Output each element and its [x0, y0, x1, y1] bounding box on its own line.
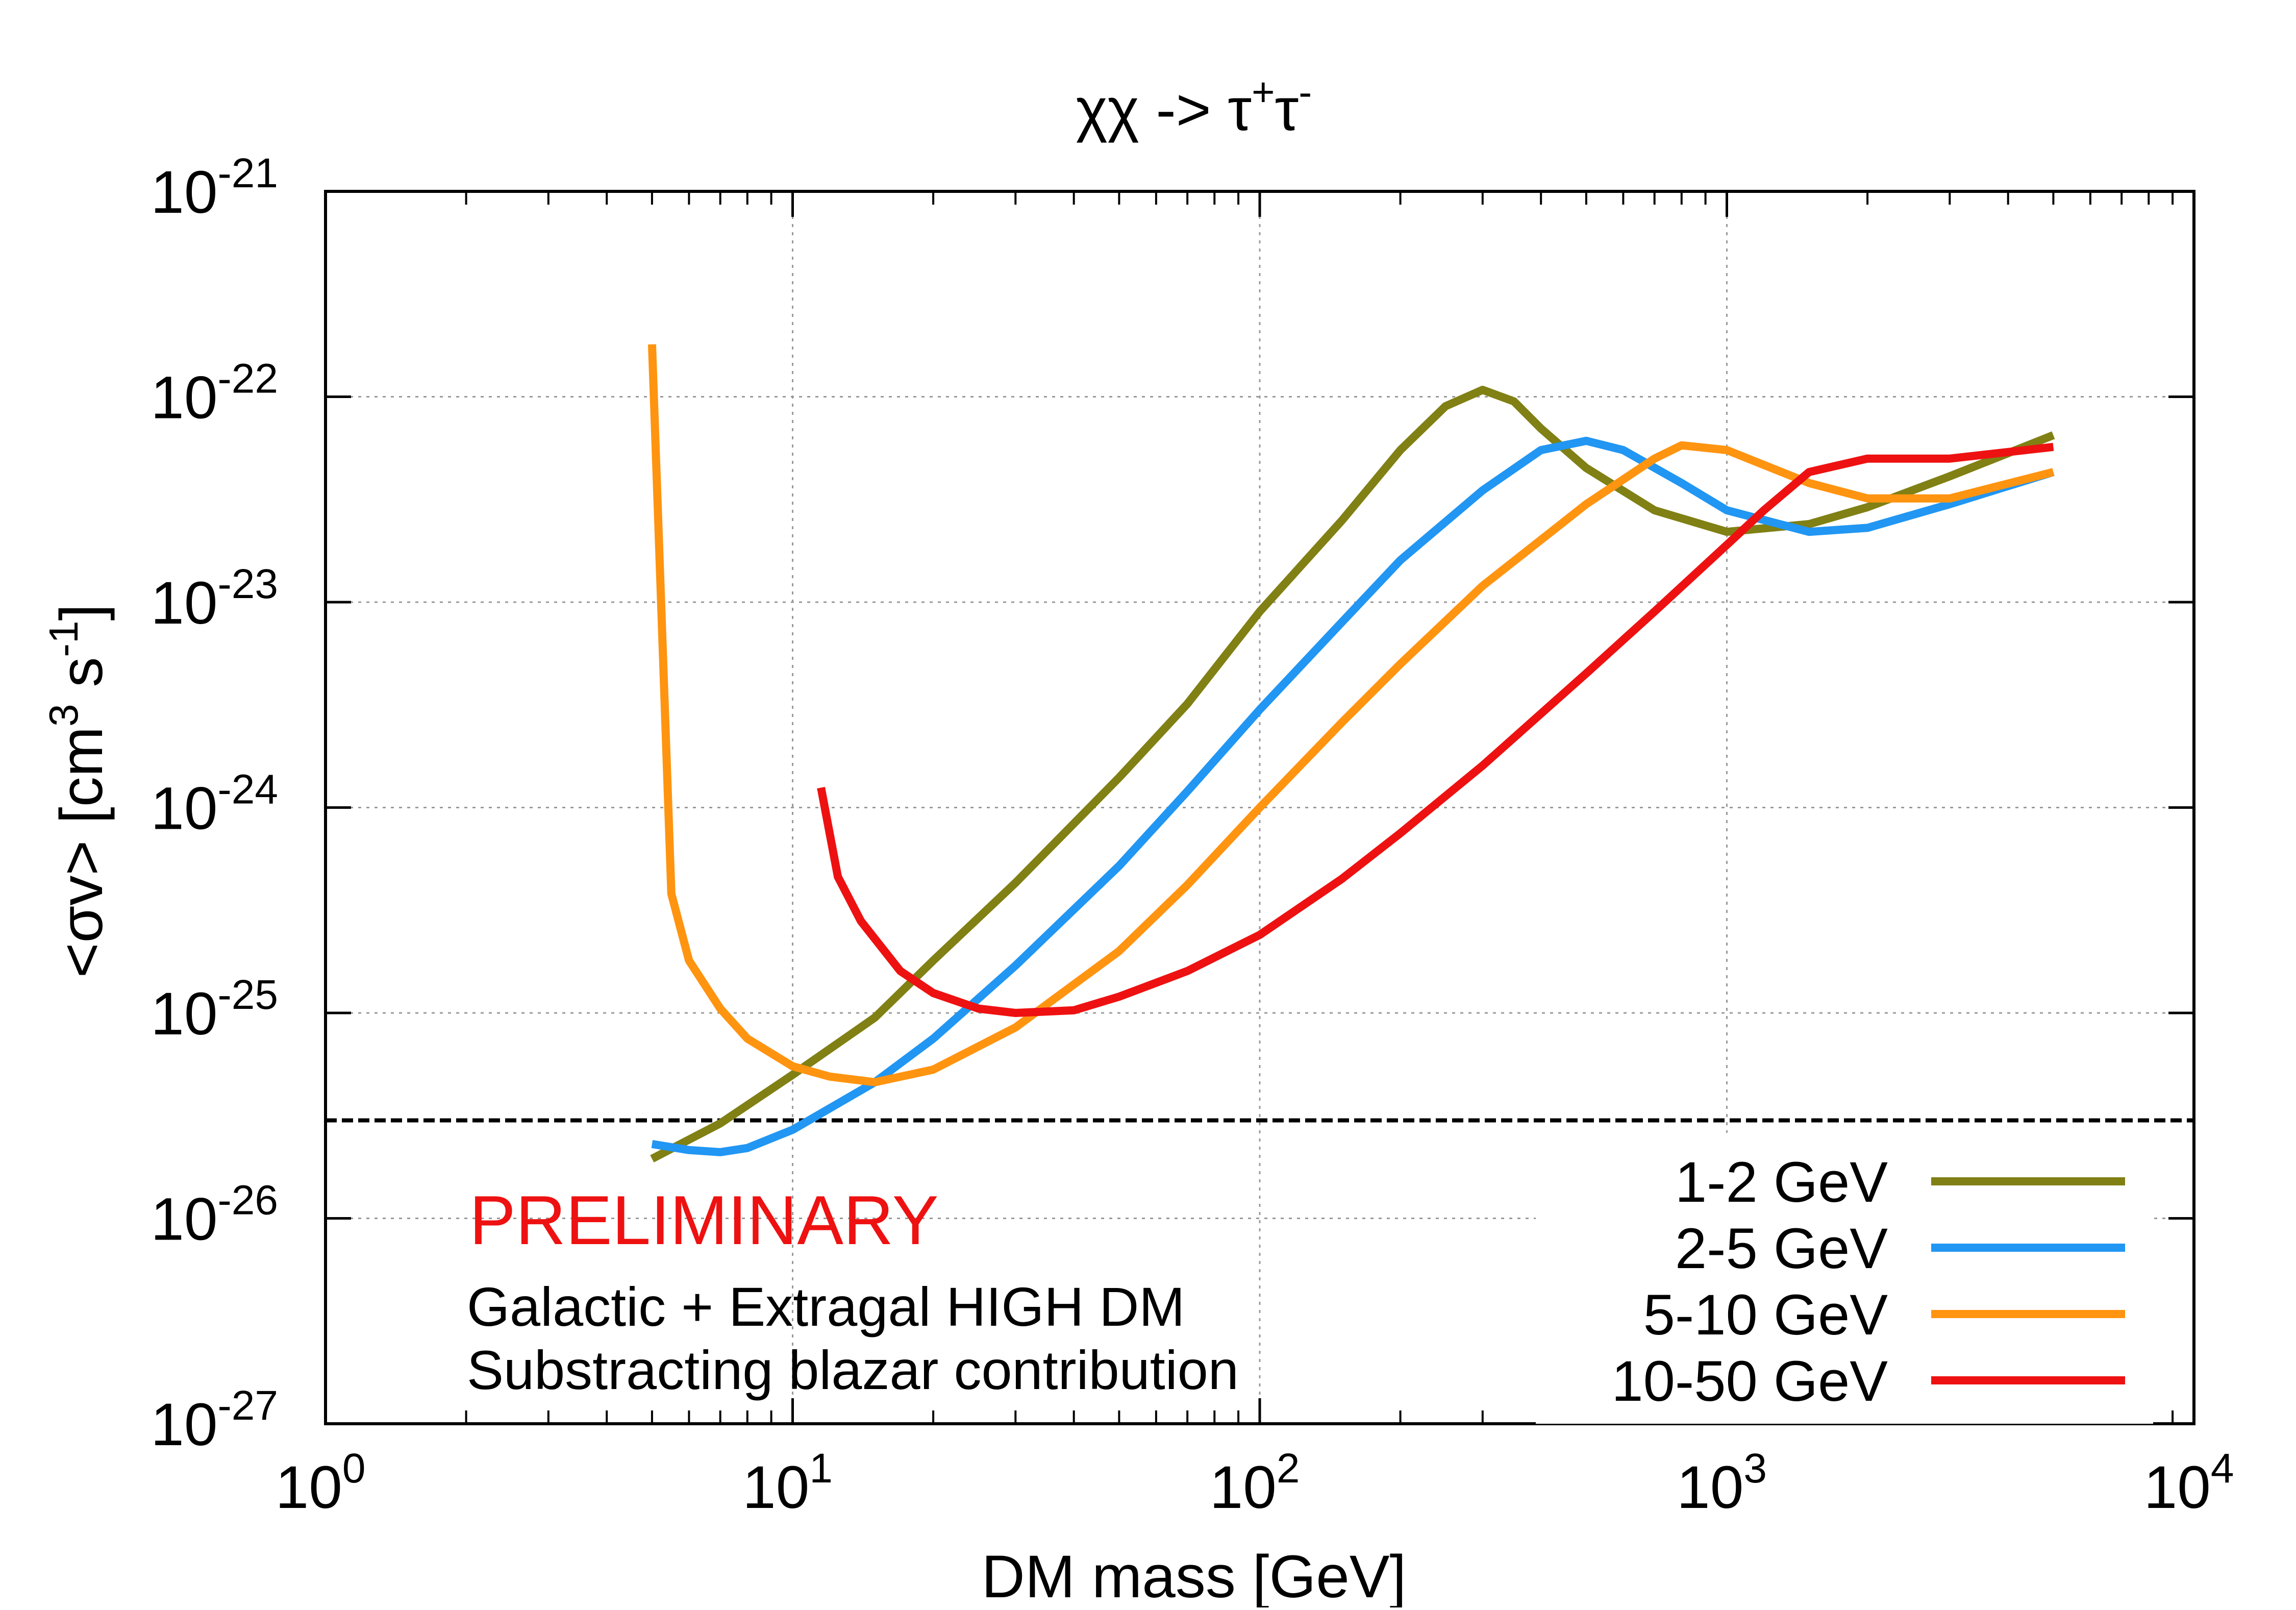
series-line-2 — [647, 344, 2055, 1086]
y-axis-label: <σv> [cm3 s-1] — [41, 604, 115, 978]
y-tick-label: 10-24 — [151, 766, 278, 843]
y-tick-label: 10-26 — [151, 1177, 278, 1253]
x-tick-label: 104 — [2144, 1445, 2234, 1521]
x-tick-label: 100 — [276, 1445, 366, 1521]
chart-title: χχ -> τ+τ- — [1076, 69, 1312, 143]
y-tick-label: 10-22 — [151, 356, 278, 432]
x-tick-label: 103 — [1677, 1445, 1767, 1521]
y-tick-label: 10-23 — [151, 561, 278, 637]
y-tick-label: 10-25 — [151, 972, 278, 1048]
plot-frame — [324, 190, 2195, 1425]
y-tick-label: 10-21 — [151, 150, 278, 226]
x-tick-label: 101 — [742, 1445, 833, 1521]
x-axis-label: DM mass [GeV] — [982, 1543, 1407, 1607]
series-line-0 — [650, 386, 2055, 1162]
series-line-1 — [651, 436, 2055, 1156]
legend-label-1: 2-5 GeV — [1675, 1217, 1888, 1280]
x-tick-label: 102 — [1210, 1445, 1300, 1521]
y-tick-label: 10-27 — [151, 1382, 278, 1458]
legend-label-2: 5-10 GeV — [1643, 1283, 1888, 1347]
series-group — [647, 344, 2055, 1162]
annotation-line1: Galactic + Extragal HIGH DM — [467, 1276, 1185, 1337]
tick-labels: 100 101 102 103 104 10-27 10-26 10-25 10-24 10-23… — [151, 150, 2234, 1521]
series-line-3 — [817, 442, 2054, 1017]
legend-label-3: 10-50 GeV — [1611, 1349, 1888, 1413]
grid — [326, 191, 2194, 1424]
preliminary-label: PRELIMINARY — [469, 1181, 939, 1259]
legend-label-0: 1-2 GeV — [1675, 1150, 1888, 1214]
annotation-line2: Substracting blazar contribution — [467, 1339, 1239, 1401]
